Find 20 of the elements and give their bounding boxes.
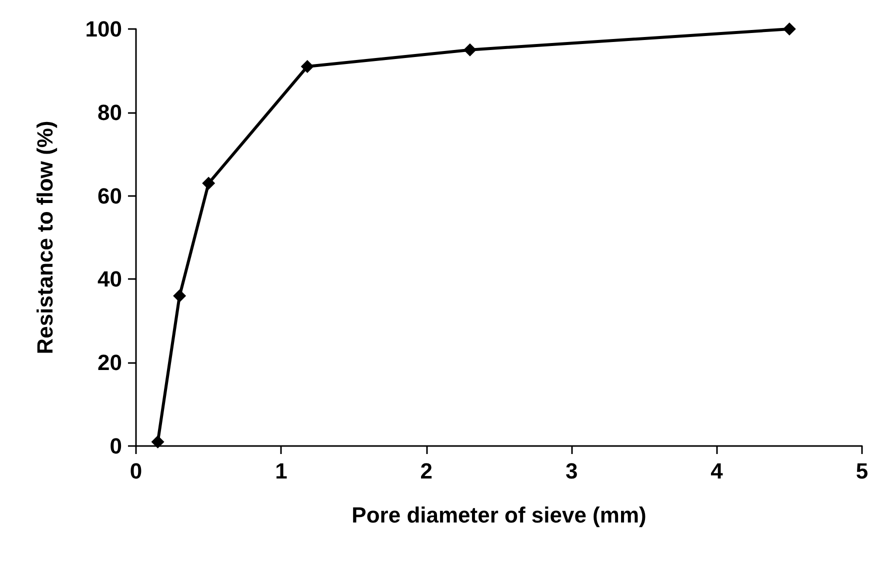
y-tick-label: 60: [98, 183, 122, 208]
x-tick-label: 1: [275, 458, 288, 484]
x-tick-label: 2: [420, 458, 433, 484]
y-tick-label: 100: [85, 16, 122, 42]
x-tick-label: 4: [710, 458, 724, 484]
y-tick-label: 40: [98, 266, 122, 292]
x-tick-label: 0: [130, 458, 142, 484]
point: [300, 60, 314, 74]
y-tick-label: 20: [98, 350, 122, 376]
point: [202, 176, 216, 190]
point: [151, 435, 164, 448]
point: [782, 22, 796, 36]
point: [173, 289, 186, 302]
y-tick-label: 0: [110, 434, 122, 458]
x-tick-label: 5: [856, 458, 868, 484]
y-tick-label: 80: [98, 100, 122, 125]
y-axis-title: Resistance to flow (%): [32, 120, 58, 354]
x-tick-label: 3: [565, 458, 578, 484]
point: [463, 43, 476, 56]
x-axis-title: Pore diameter of sieve (mm): [352, 502, 646, 528]
